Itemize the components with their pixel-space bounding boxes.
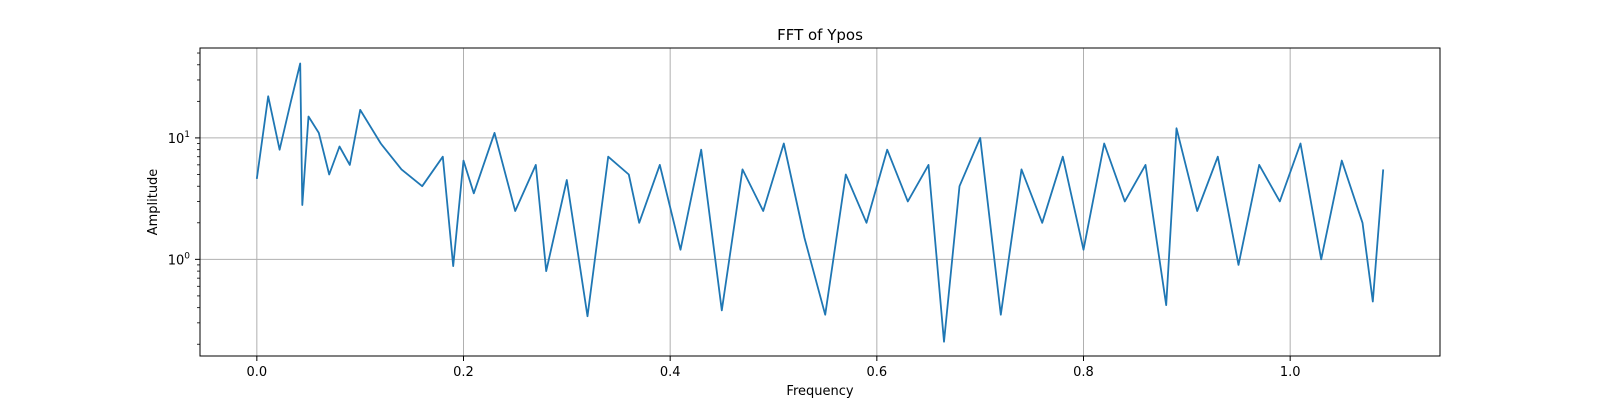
y-tick-exponent: 0	[184, 251, 190, 261]
y-tick-label: 100	[168, 251, 191, 268]
series-line	[255, 62, 1385, 343]
x-tick-label: 0.4	[660, 365, 681, 380]
plot-area	[255, 62, 1385, 343]
y-tick-base: 10	[168, 253, 185, 268]
y-tick-exponent: 1	[184, 130, 190, 140]
x-tick-label: 0.6	[866, 365, 887, 380]
x-tick-label: 0.2	[453, 365, 474, 380]
x-axis-label: Frequency	[786, 384, 853, 399]
grid-lines	[200, 48, 1440, 356]
axes-frame	[199, 47, 1441, 357]
y-axis-label: Amplitude	[146, 169, 161, 236]
x-tick-label: 0.0	[246, 365, 267, 380]
x-axis: 0.0 0.2 0.4 0.6 0.8 1.0	[246, 356, 1301, 380]
chart-title: FFT of Ypos	[777, 26, 863, 44]
x-tick-label: 1.0	[1280, 365, 1301, 380]
x-tick-label: 0.8	[1073, 365, 1094, 380]
y-tick-label: 101	[168, 130, 190, 147]
y-tick-base: 10	[168, 132, 185, 147]
